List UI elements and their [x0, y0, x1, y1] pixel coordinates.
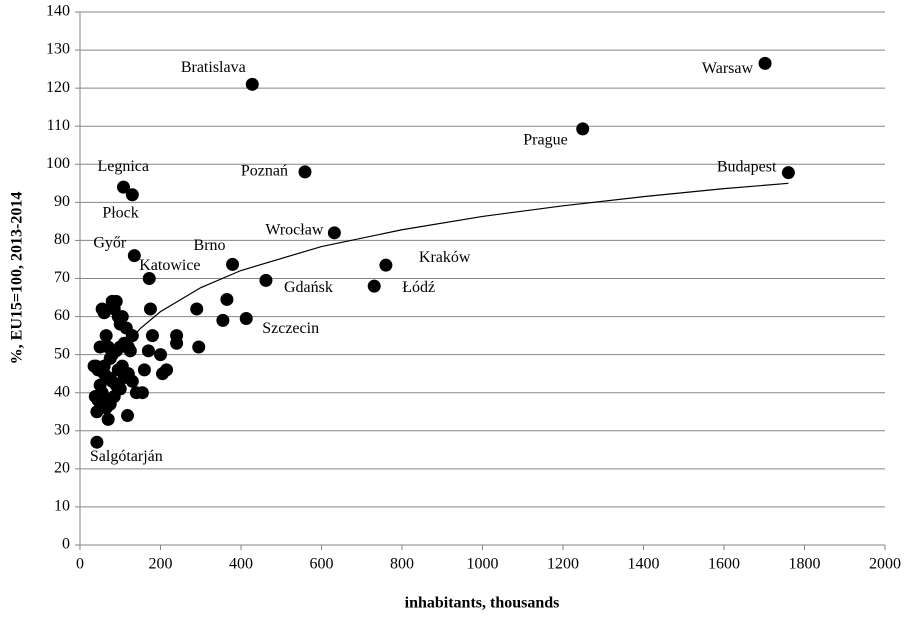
point-label: Legnica: [97, 158, 149, 175]
point-label: Prague: [523, 132, 567, 149]
trendline: [119, 182, 789, 353]
point: [170, 329, 184, 343]
point: [90, 435, 104, 449]
point: [99, 329, 113, 343]
y-tick-label: 40: [54, 383, 70, 400]
point: [101, 412, 115, 426]
y-tick-label: 50: [54, 345, 70, 362]
point: [226, 257, 240, 271]
point: [87, 359, 101, 373]
point: [154, 348, 167, 362]
x-tick-label: 800: [390, 556, 414, 573]
point: [758, 56, 772, 70]
point: [123, 344, 137, 358]
point: [327, 226, 341, 240]
point: [93, 340, 107, 354]
point: [145, 329, 159, 343]
point: [127, 249, 141, 263]
point: [115, 310, 129, 324]
point: [190, 302, 204, 316]
y-tick-label: 140: [46, 3, 70, 20]
point: [245, 77, 259, 91]
point: [160, 363, 174, 377]
point-label: Bratislava: [181, 59, 246, 76]
x-tick-label: 1800: [789, 556, 821, 573]
point: [91, 393, 105, 407]
point: [239, 311, 253, 325]
y-tick-label: 30: [54, 421, 70, 438]
point-label: Kraków: [419, 249, 471, 266]
x-tick-label: 200: [149, 556, 173, 573]
point: [192, 340, 206, 354]
y-tick-label: 120: [46, 79, 70, 96]
point-label: Győr: [93, 234, 127, 251]
y-tick-label: 100: [46, 155, 70, 172]
y-tick-label: 130: [46, 41, 70, 58]
point-label: Salgótarján: [90, 448, 163, 465]
point: [220, 292, 234, 306]
y-tick-label: 20: [54, 460, 70, 477]
point: [97, 306, 111, 320]
y-tick-label: 80: [54, 231, 70, 248]
point: [109, 294, 123, 308]
point: [97, 359, 111, 373]
point: [135, 386, 149, 400]
point: [367, 279, 381, 293]
point: [116, 180, 130, 194]
point: [379, 258, 393, 272]
point-label: Płock: [102, 204, 138, 221]
point-label: Gdańsk: [284, 279, 333, 296]
point: [107, 390, 121, 404]
point: [781, 166, 795, 180]
x-tick-label: 1000: [467, 556, 499, 573]
x-tick-label: 0: [76, 556, 84, 573]
x-tick-label: 400: [229, 556, 253, 573]
y-tick-label: 90: [54, 193, 70, 210]
y-tick-label: 60: [54, 307, 70, 324]
point: [137, 363, 151, 377]
point-label: Poznań: [241, 163, 288, 180]
point: [142, 272, 156, 285]
point: [115, 359, 129, 373]
point-label: Brno: [194, 237, 226, 254]
x-tick-label: 2000: [869, 556, 901, 573]
y-tick-label: 110: [47, 117, 70, 134]
point: [259, 273, 273, 287]
point: [125, 374, 139, 388]
x-tick-label: 1400: [628, 556, 660, 573]
y-axis-title: %, EU15=100, 2013-2014: [9, 192, 26, 365]
point-label: Łódź: [402, 279, 435, 296]
x-tick-label: 600: [310, 556, 334, 573]
point: [298, 165, 312, 179]
point: [216, 313, 230, 327]
point: [120, 409, 134, 423]
y-tick-label: 70: [54, 269, 70, 286]
point: [576, 122, 590, 136]
x-tick-label: 1200: [547, 556, 579, 573]
x-tick-label: 1600: [708, 556, 740, 573]
point-label: Katowice: [139, 257, 200, 274]
point: [141, 344, 155, 358]
point: [119, 321, 133, 335]
point-label: Wrocław: [265, 221, 323, 238]
y-tick-label: 0: [62, 536, 70, 553]
point: [143, 302, 157, 316]
point: [125, 188, 139, 202]
y-tick-label: 10: [54, 498, 70, 515]
point-label: Budapest: [717, 158, 777, 175]
point-label: Szczecin: [262, 320, 319, 337]
point-label: Warsaw: [702, 60, 754, 77]
x-axis-title: inhabitants, thousands: [405, 595, 560, 612]
